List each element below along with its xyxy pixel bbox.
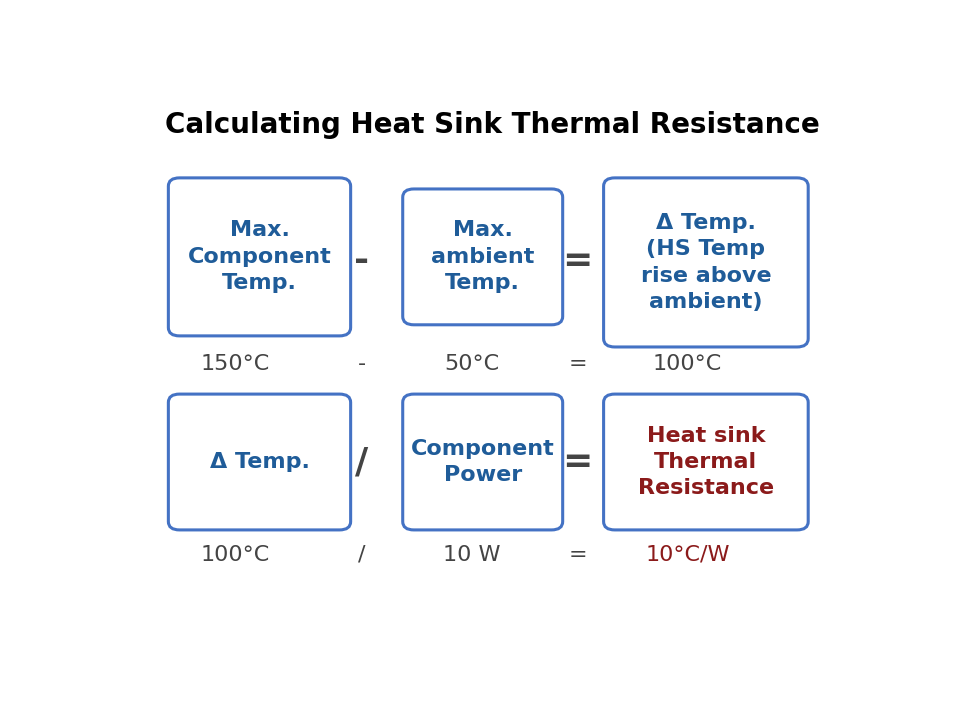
FancyBboxPatch shape	[403, 189, 563, 325]
Text: /: /	[355, 445, 369, 480]
FancyBboxPatch shape	[604, 394, 808, 530]
Text: 100°C: 100°C	[653, 354, 722, 374]
Text: Max.
ambient
Temp.: Max. ambient Temp.	[431, 220, 535, 293]
Text: =: =	[568, 545, 587, 565]
FancyBboxPatch shape	[403, 394, 563, 530]
Text: Δ Temp.
(HS Temp
rise above
ambient): Δ Temp. (HS Temp rise above ambient)	[640, 213, 771, 312]
Text: =: =	[563, 244, 592, 278]
Text: Max.
Component
Temp.: Max. Component Temp.	[187, 220, 331, 293]
Text: =: =	[568, 354, 587, 374]
Text: -: -	[354, 244, 370, 278]
FancyBboxPatch shape	[168, 394, 350, 530]
Text: 150°C: 150°C	[201, 354, 270, 374]
FancyBboxPatch shape	[168, 178, 350, 336]
Text: 10°C/W: 10°C/W	[645, 545, 730, 565]
Text: =: =	[563, 445, 592, 480]
FancyBboxPatch shape	[604, 178, 808, 347]
Text: Δ Temp.: Δ Temp.	[209, 452, 309, 472]
Text: Calculating Heat Sink Thermal Resistance: Calculating Heat Sink Thermal Resistance	[164, 111, 820, 139]
Text: /: /	[358, 545, 366, 565]
Text: Heat sink
Thermal
Resistance: Heat sink Thermal Resistance	[637, 426, 774, 498]
Text: -: -	[358, 354, 366, 374]
Text: Component
Power: Component Power	[411, 438, 555, 485]
Text: 50°C: 50°C	[444, 354, 499, 374]
Text: 10 W: 10 W	[444, 545, 501, 565]
Text: 100°C: 100°C	[201, 545, 270, 565]
